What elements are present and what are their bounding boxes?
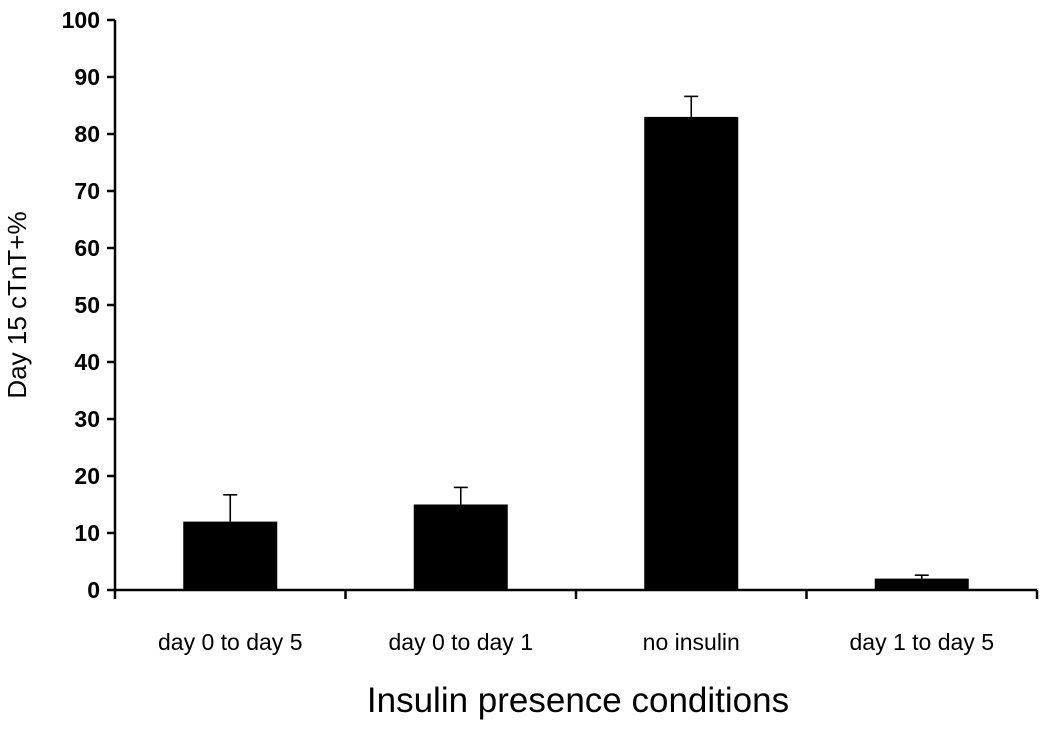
y-axis: 0 10 20 30 40 50 60 70 80 90 100 — [62, 7, 117, 603]
y-tick-label: 60 — [74, 235, 100, 261]
x-axis-title: Insulin presence conditions — [367, 681, 789, 720]
bar — [644, 116, 739, 591]
bar — [413, 504, 508, 590]
y-tick-label: 50 — [74, 292, 100, 318]
x-axis: day 0 to day 5 day 0 to day 1 no insulin da… — [113, 588, 1039, 655]
x-tick-label: no insulin — [643, 629, 740, 655]
y-tick-label: 0 — [87, 577, 100, 603]
y-tick-label: 90 — [74, 64, 100, 90]
bar — [183, 521, 278, 590]
error-bars — [223, 95, 929, 579]
y-axis-title: Day 15 cTnT+% — [2, 211, 32, 398]
y-tick-label: 80 — [74, 121, 100, 147]
y-tick-label: 100 — [62, 7, 100, 33]
bars — [183, 116, 969, 591]
x-tick-label: day 1 to day 5 — [850, 629, 995, 655]
y-tick-label: 40 — [74, 349, 100, 375]
x-tick-label: day 0 to day 5 — [158, 629, 303, 655]
y-tick-label: 10 — [74, 520, 100, 546]
y-tick-label: 70 — [74, 178, 100, 204]
y-tick-label: 30 — [74, 406, 100, 432]
y-tick-label: 20 — [74, 463, 100, 489]
bar — [874, 578, 969, 590]
x-tick-label: day 0 to day 1 — [389, 629, 534, 655]
